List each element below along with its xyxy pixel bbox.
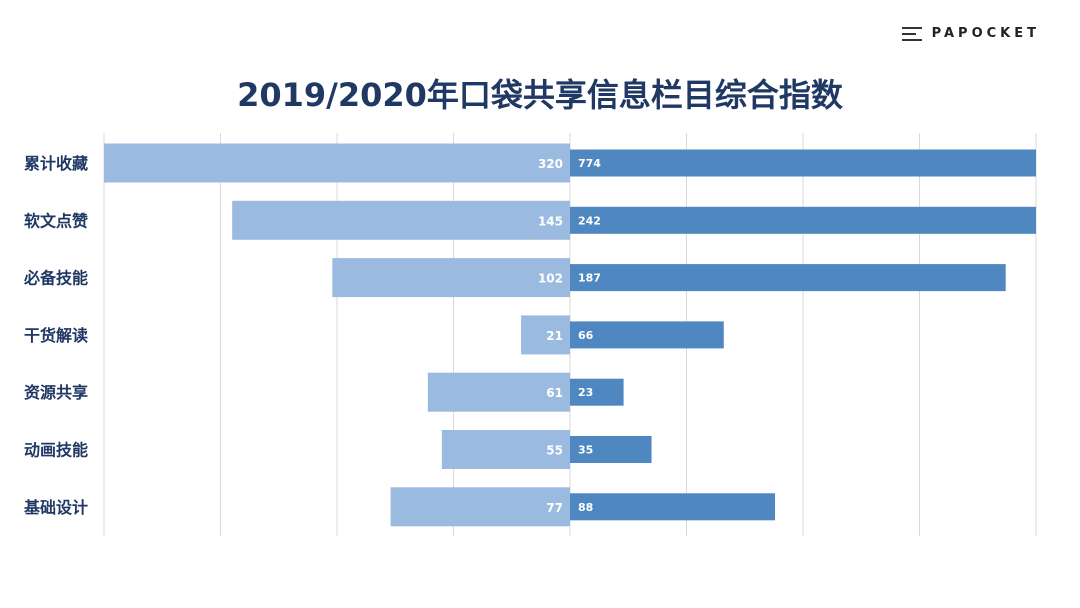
- data-label-right: 66: [578, 329, 594, 342]
- chart-bars: [104, 143, 1036, 527]
- category-label: 基础设计: [23, 498, 88, 517]
- bar-left: [332, 258, 570, 298]
- category-label: 必备技能: [23, 269, 88, 288]
- bar-left: [521, 315, 570, 355]
- bar-left: [427, 372, 570, 412]
- chart-labels: 累计收藏 320 774 软文点赞 145 242 必备技能 102 187 干货解读 21 66 资源…: [23, 154, 601, 517]
- data-label-left: 145: [538, 214, 563, 228]
- bar-left: [441, 430, 570, 469]
- category-label: 软文点赞: [24, 211, 88, 230]
- bar-right: [570, 378, 624, 406]
- data-label-left: 21: [546, 329, 563, 343]
- bar-left: [104, 143, 570, 183]
- data-label-left: 102: [538, 272, 563, 286]
- data-label-right: 187: [578, 272, 601, 285]
- brand: PAPOCKET: [901, 26, 1040, 41]
- bar-left: [390, 487, 570, 527]
- bar-right: [570, 436, 652, 463]
- bar-right: [570, 321, 724, 349]
- bar-right: [570, 493, 776, 521]
- category-label: 干货解读: [24, 326, 88, 345]
- chart-title: 2019/2020年口袋共享信息栏目综合指数: [237, 76, 843, 114]
- data-label-left: 61: [546, 386, 563, 400]
- brand-name: PAPOCKET: [931, 26, 1040, 41]
- data-label-left: 55: [546, 444, 563, 458]
- category-label: 资源共享: [24, 383, 88, 402]
- data-label-right: 88: [578, 501, 593, 514]
- data-label-left: 77: [546, 501, 563, 515]
- data-label-right: 774: [578, 157, 601, 170]
- hamburger-icon[interactable]: [901, 26, 922, 41]
- bar-right: [570, 206, 1036, 234]
- data-label-right: 242: [578, 214, 601, 227]
- data-label-right: 35: [578, 444, 593, 457]
- bar-left: [232, 200, 570, 240]
- bar-right: [570, 149, 1036, 177]
- category-label: 累计收藏: [24, 154, 88, 173]
- category-label: 动画技能: [24, 441, 88, 460]
- bar-right: [570, 264, 1006, 292]
- data-label-left: 320: [538, 157, 563, 171]
- data-label-right: 23: [578, 386, 593, 399]
